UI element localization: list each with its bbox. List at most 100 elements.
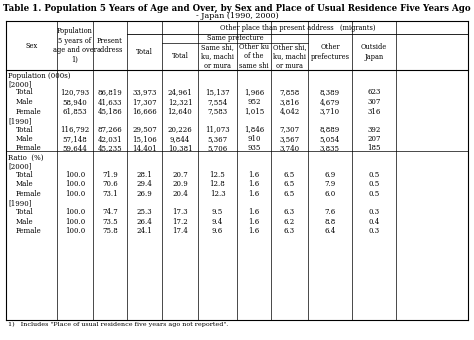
Text: Other shi,
ku, machi
or mura: Other shi, ku, machi or mura — [273, 43, 306, 70]
Text: 6.4: 6.4 — [324, 227, 336, 235]
Text: Total: Total — [16, 88, 34, 97]
Text: 20.4: 20.4 — [172, 190, 188, 198]
Text: 307: 307 — [367, 98, 381, 106]
Text: Male: Male — [16, 181, 34, 188]
Text: 16,666: 16,666 — [132, 107, 157, 116]
Text: 7,554: 7,554 — [207, 98, 228, 106]
Text: 0.3: 0.3 — [368, 208, 380, 216]
Text: 316: 316 — [367, 107, 381, 116]
Text: 14,401: 14,401 — [132, 144, 157, 153]
Text: 15,137: 15,137 — [205, 88, 230, 97]
Text: 73.1: 73.1 — [102, 190, 118, 198]
Text: 6.5: 6.5 — [284, 190, 295, 198]
Text: Male: Male — [16, 135, 34, 143]
Text: 6.3: 6.3 — [284, 227, 295, 235]
Text: 5,367: 5,367 — [208, 135, 228, 143]
Text: 71.9: 71.9 — [102, 171, 118, 179]
Text: 7.9: 7.9 — [324, 181, 336, 188]
Text: 207: 207 — [367, 135, 381, 143]
Text: 3,835: 3,835 — [320, 144, 340, 153]
Text: 3,740: 3,740 — [280, 144, 300, 153]
Text: 4,679: 4,679 — [320, 98, 340, 106]
Text: 61,853: 61,853 — [63, 107, 87, 116]
Text: Female: Female — [16, 190, 42, 198]
Text: 6.3: 6.3 — [284, 208, 295, 216]
Text: Female: Female — [16, 227, 42, 235]
Text: 24,961: 24,961 — [168, 88, 192, 97]
Text: 1)   Includes "Place of usual residence five years ago not reported".: 1) Includes "Place of usual residence fi… — [8, 322, 228, 327]
Text: Table 1. Population 5 Years of Age and Over, by Sex and Place of Usual Residence: Table 1. Population 5 Years of Age and O… — [3, 4, 471, 13]
Text: 29,507: 29,507 — [132, 125, 157, 134]
Text: 0.5: 0.5 — [368, 171, 380, 179]
Text: 26.9: 26.9 — [137, 190, 152, 198]
Text: 12.3: 12.3 — [210, 190, 225, 198]
Text: - Japan (1990, 2000): - Japan (1990, 2000) — [196, 12, 278, 20]
Text: 70.6: 70.6 — [102, 181, 118, 188]
Text: 59,644: 59,644 — [63, 144, 87, 153]
Text: 20,226: 20,226 — [168, 125, 192, 134]
Text: 952: 952 — [247, 98, 261, 106]
Text: 28.1: 28.1 — [137, 171, 152, 179]
Text: Total: Total — [136, 48, 153, 56]
Text: 1.6: 1.6 — [248, 171, 260, 179]
Text: 17.2: 17.2 — [172, 218, 188, 225]
Text: 1.6: 1.6 — [248, 218, 260, 225]
Text: 7.6: 7.6 — [324, 208, 336, 216]
Text: Population
5 years of
age and over
1): Population 5 years of age and over 1) — [53, 27, 97, 64]
Text: [2000]: [2000] — [8, 163, 31, 170]
Text: Male: Male — [16, 98, 34, 106]
Text: 74.7: 74.7 — [102, 208, 118, 216]
Text: 29.4: 29.4 — [137, 181, 152, 188]
Text: 58,940: 58,940 — [63, 98, 87, 106]
Text: 0.5: 0.5 — [368, 190, 380, 198]
Text: Other
prefectures: Other prefectures — [310, 43, 349, 61]
Text: 185: 185 — [367, 144, 381, 153]
Text: 3,710: 3,710 — [320, 107, 340, 116]
Text: 87,266: 87,266 — [98, 125, 122, 134]
Text: 25.3: 25.3 — [137, 208, 152, 216]
Text: 100.0: 100.0 — [65, 218, 85, 225]
Text: [2000]: [2000] — [8, 80, 31, 88]
Text: Sex: Sex — [26, 41, 37, 50]
Text: Other place than present address   (migrants): Other place than present address (migran… — [220, 23, 375, 32]
Text: 17,307: 17,307 — [132, 98, 157, 106]
Text: 57,148: 57,148 — [63, 135, 87, 143]
Text: 24.1: 24.1 — [137, 227, 152, 235]
Text: 8,889: 8,889 — [320, 125, 340, 134]
Text: 7,583: 7,583 — [208, 107, 228, 116]
Text: 17.4: 17.4 — [172, 227, 188, 235]
Text: 75.8: 75.8 — [102, 227, 118, 235]
Text: Population (000s): Population (000s) — [8, 71, 71, 80]
Text: Present
address: Present address — [97, 37, 123, 54]
Text: 5,054: 5,054 — [320, 135, 340, 143]
Text: 20.7: 20.7 — [172, 171, 188, 179]
Text: 6.5: 6.5 — [284, 171, 295, 179]
Text: 1,846: 1,846 — [244, 125, 264, 134]
Text: 11,073: 11,073 — [205, 125, 230, 134]
Text: 45,186: 45,186 — [98, 107, 122, 116]
Text: 910: 910 — [247, 135, 261, 143]
Text: 0.3: 0.3 — [368, 227, 380, 235]
Text: 8,389: 8,389 — [320, 88, 340, 97]
Text: 116,792: 116,792 — [60, 125, 90, 134]
Text: 6.2: 6.2 — [284, 218, 295, 225]
Text: 6.9: 6.9 — [324, 171, 336, 179]
Text: Same shi,
ku, machi
or mura: Same shi, ku, machi or mura — [201, 43, 234, 70]
Text: 3,816: 3,816 — [280, 98, 300, 106]
Text: 6.5: 6.5 — [284, 181, 295, 188]
Text: 15,106: 15,106 — [132, 135, 157, 143]
Text: 26.4: 26.4 — [137, 218, 152, 225]
Text: [1990]: [1990] — [8, 200, 31, 207]
Text: 1.6: 1.6 — [248, 181, 260, 188]
Text: 120,793: 120,793 — [61, 88, 90, 97]
Text: Total: Total — [172, 52, 189, 61]
Text: 0.5: 0.5 — [368, 181, 380, 188]
Text: 1,015: 1,015 — [244, 107, 264, 116]
Text: 623: 623 — [367, 88, 381, 97]
Text: 41,633: 41,633 — [98, 98, 122, 106]
Text: 9.6: 9.6 — [212, 227, 223, 235]
Text: Outside
Japan: Outside Japan — [361, 43, 387, 61]
Text: 392: 392 — [367, 125, 381, 134]
Text: 100.0: 100.0 — [65, 171, 85, 179]
Text: 1.6: 1.6 — [248, 190, 260, 198]
